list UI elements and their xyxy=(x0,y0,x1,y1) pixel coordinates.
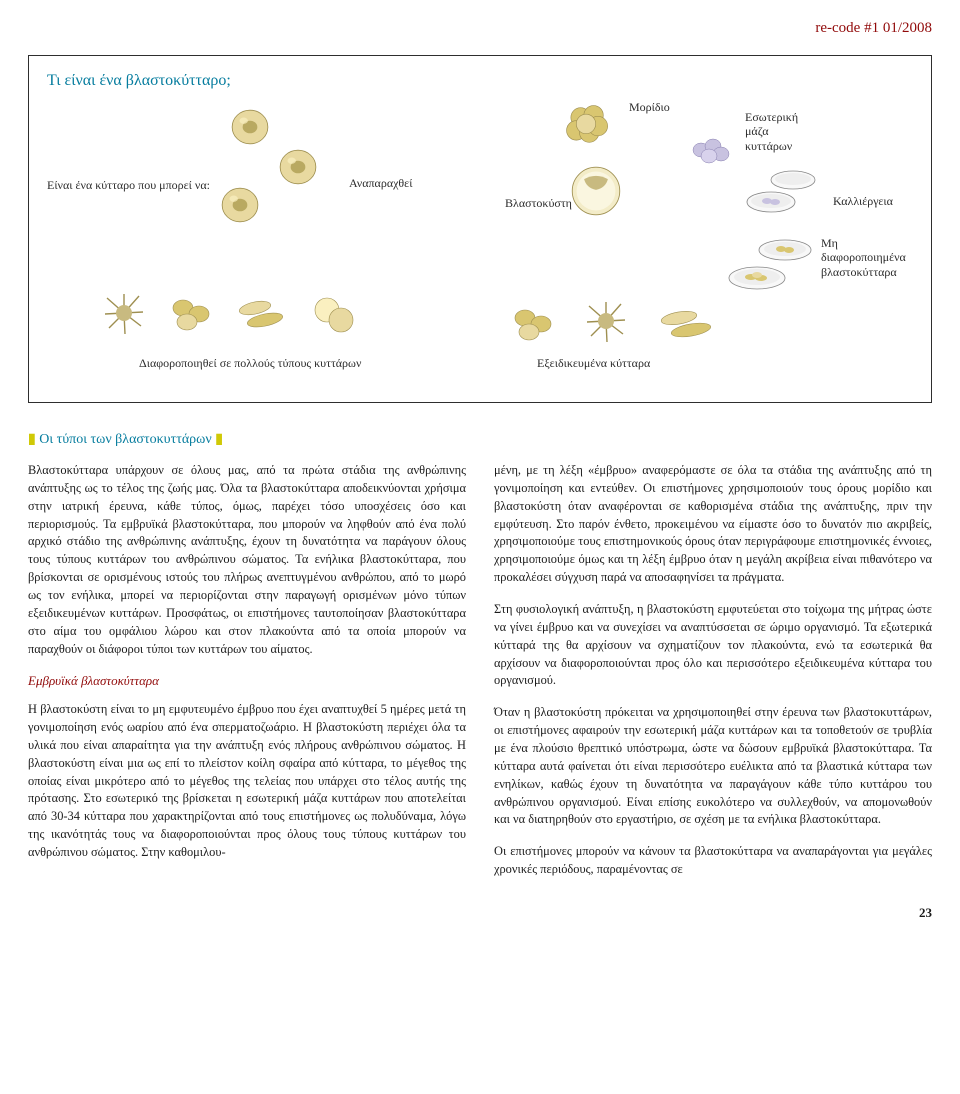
stem-cell-diagram: Τι είναι ένα βλαστοκύτταρο; Είναι ένα κύ… xyxy=(28,55,932,403)
cell-icon xyxy=(277,146,319,188)
column-right: μένη, με τη λέξη «έμβρυο» αναφερόμαστε σ… xyxy=(494,462,932,893)
label-blastocyst: Βλαστοκύστη xyxy=(505,196,572,211)
heading-bar-right: ▮ xyxy=(215,432,223,447)
paragraph: Όταν η βλαστοκύστη πρόκειται να χρησιμοπ… xyxy=(494,704,932,829)
paragraph: Στη φυσιολογική ανάπτυξη, η βλαστοκύστη … xyxy=(494,601,932,690)
diagram-subtitle: Είναι ένα κύτταρο που μπορεί να: xyxy=(47,178,210,193)
cell-icon xyxy=(219,184,261,226)
cell-icon xyxy=(229,106,271,148)
issue-number: #1 01/2008 xyxy=(864,20,932,36)
culture-dish-icon xyxy=(745,166,817,222)
blood-cells-icon xyxy=(167,292,217,336)
label-culture: Καλλιέργεια xyxy=(833,194,893,209)
heading-bar-left: ▮ xyxy=(28,432,36,447)
diagram-title: Τι είναι ένα βλαστοκύτταρο; xyxy=(47,72,913,90)
label-undiff: Μη διαφοροποιημένα βλαστοκύτταρα xyxy=(821,236,906,279)
section-heading: ▮ Οι τύποι των βλαστοκυττάρων ▮ xyxy=(28,431,932,448)
morula-icon xyxy=(559,98,613,152)
spec-neuron-icon xyxy=(579,296,633,346)
spec-muscle-icon xyxy=(657,302,715,346)
label-reproduce: Αναπαραχθεί xyxy=(349,176,412,191)
paragraph: Οι επιστήμονες μπορούν να κάνουν τα βλασ… xyxy=(494,843,932,879)
label-morula: Μορίδιο xyxy=(629,100,670,115)
heading-text: Οι τύποι των βλαστοκυττάρων xyxy=(39,432,211,447)
issue-prefix: re-code xyxy=(815,20,860,36)
paragraph: Η βλαστοκύστη είναι το μη εμφυτευμένο έμ… xyxy=(28,701,466,862)
inner-mass-icon xyxy=(689,134,733,168)
label-specialized: Εξειδικευμένα κύτταρα xyxy=(537,356,650,371)
spec-blood-icon xyxy=(509,302,559,346)
fat-cells-icon xyxy=(309,292,359,336)
label-differentiated: Διαφοροποιηθεί σε πολλούς τύπους κυττάρω… xyxy=(139,356,361,371)
undiff-dish-icon xyxy=(727,234,813,298)
paragraph: μένη, με τη λέξη «έμβρυο» αναφερόμαστε σ… xyxy=(494,462,932,587)
muscle-cells-icon xyxy=(235,292,289,336)
neuron-icon xyxy=(97,288,151,338)
page-number: 23 xyxy=(28,905,932,921)
paragraph: Βλαστοκύτταρα υπάρχουν σε όλους μας, από… xyxy=(28,462,466,658)
subheading-embryonic: Εμβρυϊκά βλαστοκύτταρα xyxy=(28,672,466,691)
text-columns: Βλαστοκύτταρα υπάρχουν σε όλους μας, από… xyxy=(28,462,932,893)
label-inner-mass: Εσωτερική μάζα κυττάρων xyxy=(745,110,798,153)
blastocyst-icon xyxy=(569,164,623,218)
issue-header: re-code #1 01/2008 xyxy=(28,20,932,37)
column-left: Βλαστοκύτταρα υπάρχουν σε όλους μας, από… xyxy=(28,462,466,893)
